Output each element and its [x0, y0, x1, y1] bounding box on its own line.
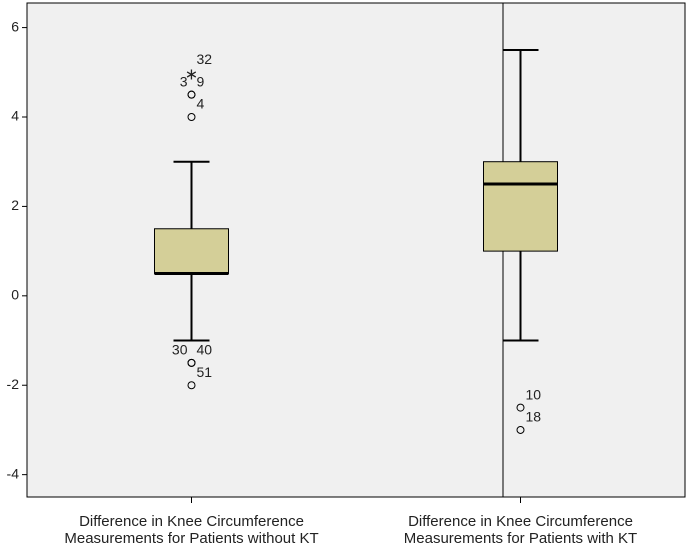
y-tick-label: 4	[11, 108, 19, 124]
outlier-label: 32	[197, 51, 213, 67]
outlier-label: 51	[197, 364, 213, 380]
y-tick-label: 6	[11, 18, 19, 34]
outlier	[187, 113, 196, 121]
box	[154, 228, 229, 274]
outlier	[187, 90, 196, 99]
outlier-label: 9	[197, 73, 205, 89]
y-tick-label: -2	[7, 376, 20, 392]
plot-area	[26, 2, 686, 498]
outlier	[187, 381, 196, 390]
outlier	[187, 358, 196, 367]
outlier-star: ∗	[185, 67, 198, 84]
outlier	[516, 403, 525, 412]
outlier-label: 4	[197, 96, 205, 112]
outlier-label: 18	[526, 409, 542, 425]
outlier-label: 30	[172, 342, 188, 358]
outlier-label: 40	[197, 342, 213, 358]
x-tick-label: Difference in Knee Circumference	[408, 513, 633, 530]
x-tick-label: Measurements for Patients with KT	[404, 530, 637, 546]
outlier-label: 3	[180, 73, 188, 89]
outlier	[516, 425, 525, 434]
outlier-label: 10	[526, 386, 542, 402]
y-tick-label: 2	[11, 197, 19, 213]
x-tick-label: Difference in Knee Circumference	[79, 513, 304, 530]
box	[483, 161, 558, 252]
y-tick-label: 0	[11, 287, 19, 303]
x-tick-label: Measurements for Patients without KT	[64, 530, 318, 546]
y-tick-label: -4	[7, 465, 20, 481]
